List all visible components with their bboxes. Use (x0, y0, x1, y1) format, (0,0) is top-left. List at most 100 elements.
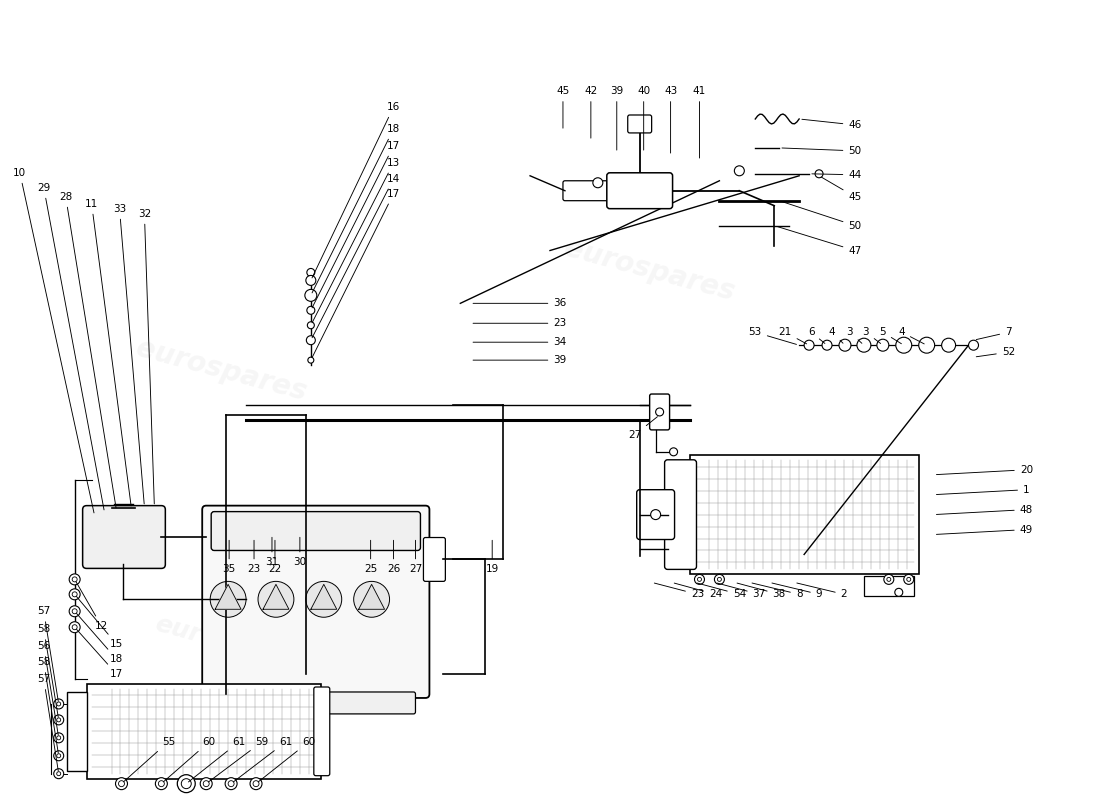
Polygon shape (216, 584, 241, 610)
Text: 57: 57 (37, 674, 58, 771)
Circle shape (57, 772, 60, 776)
Text: 27: 27 (628, 417, 658, 440)
Text: 9: 9 (772, 583, 823, 599)
FancyBboxPatch shape (217, 692, 416, 714)
Circle shape (942, 338, 956, 352)
Text: 7: 7 (976, 327, 1012, 339)
Text: 41: 41 (693, 86, 706, 158)
FancyBboxPatch shape (314, 687, 330, 776)
Circle shape (69, 622, 80, 633)
Text: 3: 3 (862, 327, 881, 343)
Text: 23: 23 (654, 583, 704, 599)
FancyBboxPatch shape (628, 115, 651, 133)
Circle shape (253, 781, 258, 786)
Text: 22: 22 (268, 540, 282, 574)
Circle shape (968, 340, 979, 350)
Circle shape (119, 781, 124, 786)
Text: 61: 61 (188, 737, 245, 782)
Text: 6: 6 (807, 327, 825, 343)
Circle shape (656, 408, 663, 416)
Text: 50: 50 (782, 146, 861, 156)
Circle shape (69, 589, 80, 600)
Circle shape (182, 778, 191, 789)
Circle shape (200, 778, 212, 790)
Text: 10: 10 (13, 168, 94, 513)
Circle shape (883, 574, 894, 584)
Circle shape (354, 582, 389, 618)
Text: 33: 33 (113, 204, 144, 504)
Circle shape (54, 715, 64, 725)
Text: 60: 60 (258, 737, 316, 782)
Text: 49: 49 (936, 525, 1033, 534)
Circle shape (54, 750, 64, 761)
Text: 24: 24 (674, 583, 722, 599)
Circle shape (258, 582, 294, 618)
Text: 17: 17 (312, 189, 400, 358)
Text: 23: 23 (248, 540, 261, 574)
Text: 38: 38 (737, 583, 785, 599)
Text: 42: 42 (584, 86, 597, 138)
Circle shape (306, 582, 342, 618)
Text: 8: 8 (752, 583, 802, 599)
Text: 39: 39 (610, 86, 624, 150)
Circle shape (73, 592, 77, 597)
Circle shape (877, 339, 889, 351)
Circle shape (177, 774, 195, 793)
Polygon shape (263, 584, 289, 610)
Circle shape (305, 290, 317, 302)
Circle shape (306, 336, 316, 345)
Text: 35: 35 (222, 540, 235, 574)
FancyBboxPatch shape (202, 506, 429, 698)
Text: 58: 58 (37, 624, 58, 717)
Circle shape (228, 781, 234, 786)
Circle shape (57, 754, 60, 758)
Circle shape (57, 718, 60, 722)
Text: eurospares: eurospares (133, 334, 309, 406)
Text: 58: 58 (37, 657, 58, 753)
Circle shape (69, 606, 80, 617)
Bar (67, 692, 87, 770)
Text: 52: 52 (977, 347, 1015, 357)
Circle shape (694, 574, 704, 584)
Text: 26: 26 (387, 540, 400, 574)
Text: 20: 20 (936, 465, 1033, 474)
Text: 48: 48 (936, 505, 1033, 514)
Text: 32: 32 (138, 209, 154, 504)
Bar (670, 462, 692, 566)
Circle shape (73, 609, 77, 614)
Text: 57: 57 (37, 606, 58, 702)
Text: 4: 4 (899, 327, 924, 344)
Circle shape (906, 578, 911, 582)
Text: 2: 2 (796, 583, 847, 599)
Circle shape (73, 625, 77, 630)
Text: 61: 61 (233, 737, 293, 782)
Text: 50: 50 (782, 202, 861, 230)
Circle shape (54, 733, 64, 743)
Text: 25: 25 (364, 540, 377, 574)
Polygon shape (311, 584, 337, 610)
Circle shape (184, 781, 189, 786)
Circle shape (54, 769, 64, 778)
Circle shape (306, 275, 316, 286)
Bar (864, 576, 914, 596)
Text: 12: 12 (76, 582, 108, 631)
Text: 60: 60 (164, 737, 216, 782)
Text: 34: 34 (473, 338, 566, 347)
Text: 1: 1 (936, 485, 1030, 494)
Circle shape (697, 578, 702, 582)
Text: 13: 13 (312, 158, 400, 322)
FancyBboxPatch shape (82, 506, 165, 569)
Text: 18: 18 (312, 124, 400, 293)
Text: 56: 56 (37, 641, 58, 735)
Text: 31: 31 (265, 538, 278, 567)
Text: 54: 54 (697, 583, 746, 599)
Circle shape (204, 781, 209, 786)
Text: eurospares: eurospares (561, 234, 738, 306)
Bar (87, 684, 321, 778)
Circle shape (839, 339, 851, 351)
Text: 40: 40 (637, 86, 650, 150)
Text: 53: 53 (749, 327, 796, 345)
Circle shape (307, 269, 315, 277)
Circle shape (158, 781, 164, 786)
Text: 15: 15 (76, 597, 123, 649)
